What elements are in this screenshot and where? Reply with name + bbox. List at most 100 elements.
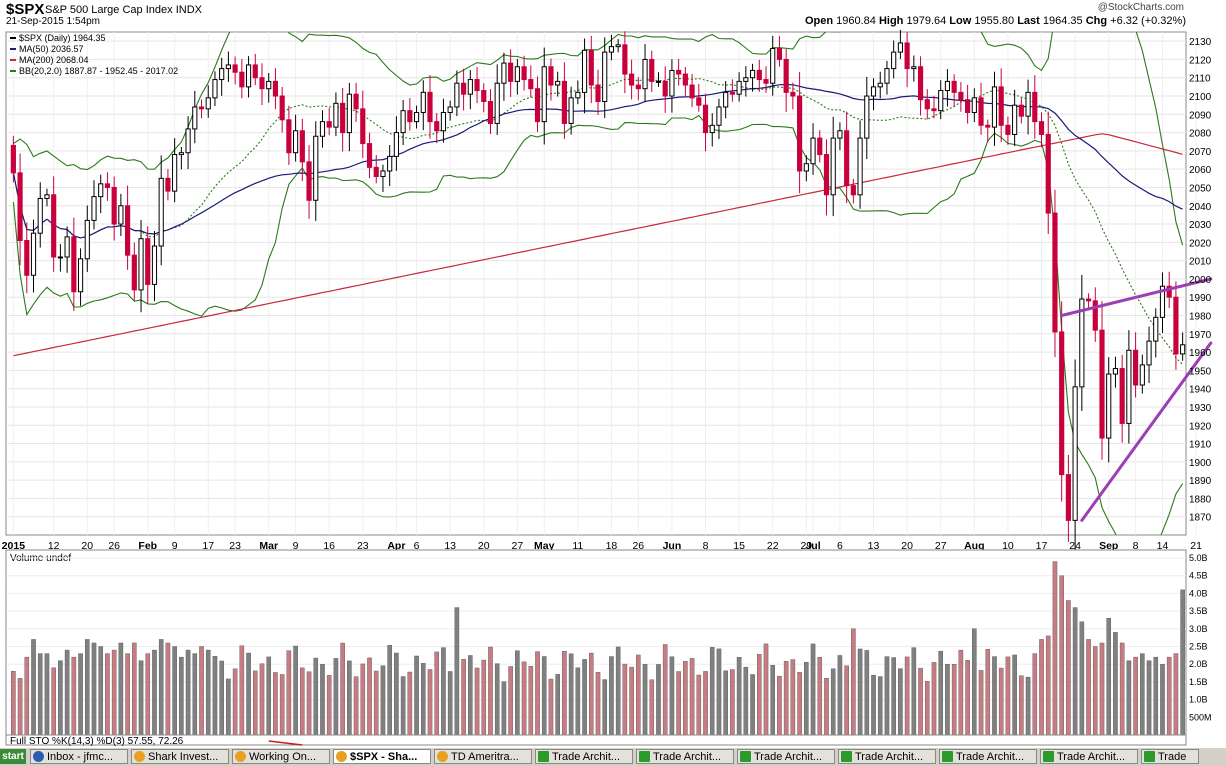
volume-bar xyxy=(1066,600,1071,736)
candle-body xyxy=(931,108,937,112)
candle-body xyxy=(1173,296,1179,355)
candle-body xyxy=(158,177,164,247)
candle-body xyxy=(595,84,601,103)
candle-body xyxy=(783,58,789,93)
window-icon xyxy=(336,751,347,762)
volume-bar xyxy=(1160,664,1165,736)
candle-body xyxy=(407,110,413,123)
volume-bar xyxy=(468,655,473,736)
candle-body xyxy=(1146,340,1152,366)
candle-body xyxy=(84,219,90,260)
volume-bar xyxy=(11,671,16,736)
price-tick-label: 1960 xyxy=(1189,348,1212,359)
candle-body xyxy=(44,194,50,199)
trendlines xyxy=(1060,277,1213,522)
candle-body xyxy=(37,197,43,234)
stochastic-panel: Full STO %K(14,3) %D(3) 57.55, 72.26 xyxy=(5,734,1187,747)
volume-bar xyxy=(313,657,319,736)
volume-bar xyxy=(266,656,272,736)
taskbar-item[interactable]: Trade Archit... xyxy=(1040,749,1138,764)
taskbar-item-label: Inbox - jfmc... xyxy=(47,751,114,763)
volume-bar xyxy=(1126,660,1132,736)
candle-body xyxy=(830,137,836,196)
window-icon xyxy=(1043,751,1054,762)
volume-bar xyxy=(58,660,63,736)
volume-tick-label: 4.0B xyxy=(1189,588,1208,598)
candle-body xyxy=(1085,298,1092,302)
candle-body xyxy=(534,88,541,123)
candle-body xyxy=(293,130,299,154)
price-tick-label: 2020 xyxy=(1189,238,1212,249)
watermark: @StockCharts.com xyxy=(1097,2,1184,13)
volume-bar xyxy=(414,655,419,736)
volume-bar xyxy=(924,681,930,736)
volume-bar xyxy=(1086,639,1091,736)
candle-body xyxy=(649,58,655,82)
taskbar-item[interactable]: Trade Archit... xyxy=(535,749,633,764)
candle-body xyxy=(635,84,641,90)
volume-bar xyxy=(696,674,702,736)
date-tick-label: 22 xyxy=(767,540,779,552)
window-icon xyxy=(841,751,852,762)
taskbar-item[interactable]: Trade Archit... xyxy=(838,749,936,764)
candle-body xyxy=(776,47,783,60)
date-tick-label: 20 xyxy=(901,540,913,552)
candle-body xyxy=(10,144,16,174)
candle-body xyxy=(198,106,205,110)
candle-body xyxy=(178,152,184,156)
candle-body xyxy=(508,62,514,82)
volume-bar xyxy=(797,672,802,736)
candle-body xyxy=(373,166,379,177)
volume-bar xyxy=(84,639,90,736)
chg-label: Chg xyxy=(1085,15,1108,27)
volume-bar xyxy=(1146,660,1152,736)
candle-body xyxy=(272,80,279,97)
sto-frame xyxy=(5,734,1187,746)
taskbar-item[interactable]: Trade Archit... xyxy=(939,749,1037,764)
taskbar-item[interactable]: TD Ameritra... xyxy=(434,749,532,764)
volume-bar xyxy=(1032,653,1038,736)
taskbar-item[interactable]: Trade Archit... xyxy=(636,749,734,764)
taskbar-item[interactable]: Inbox - jfmc... xyxy=(30,749,128,764)
taskbar-item[interactable]: Trade xyxy=(1141,749,1199,764)
ohlc-readout: Open 1960.84 High 1979.64 Low 1955.80 La… xyxy=(805,15,1186,27)
candle-body xyxy=(689,84,695,99)
candle-body xyxy=(965,99,971,113)
symbol: $SPX xyxy=(6,1,45,18)
taskbar-item[interactable]: Working On... xyxy=(232,749,330,764)
candle-body xyxy=(904,42,910,70)
taskbar-item[interactable]: $SPX - Sha... xyxy=(333,749,431,764)
volume-bar xyxy=(656,664,661,736)
candle-body xyxy=(1153,316,1159,342)
volume-bar xyxy=(360,663,366,736)
volume-tick-label: 500M xyxy=(1189,712,1212,722)
candle-body xyxy=(1126,349,1132,424)
candle-body xyxy=(541,66,547,123)
volume-bar xyxy=(474,667,480,736)
date-tick-label: Aug xyxy=(964,540,984,552)
candle-body xyxy=(1133,349,1139,386)
candle-body xyxy=(642,58,648,90)
bb-upper xyxy=(13,32,1184,246)
candle-body xyxy=(111,186,117,225)
volume-bar xyxy=(810,643,816,736)
candle-body xyxy=(481,90,487,103)
volume-bar xyxy=(44,653,50,736)
taskbar-item[interactable]: Trade Archit... xyxy=(737,749,835,764)
volume-bar xyxy=(1153,656,1159,736)
volume-bar xyxy=(763,643,769,736)
start-button[interactable]: start xyxy=(0,749,26,764)
volume-tick-label: 3.5B xyxy=(1189,606,1208,616)
date-tick-label: 18 xyxy=(606,540,618,552)
date-axis: 2015 12 20 26 Feb 9 17 23 Mar 9 16 23 Apr 6 13 20 27 May 1… xyxy=(2,540,1202,552)
taskbar-item[interactable]: Shark Invest... xyxy=(131,749,229,764)
window-icon xyxy=(33,751,44,762)
candle-body xyxy=(817,137,823,156)
open-value: 1960.84 xyxy=(836,15,876,27)
candle-body xyxy=(151,245,158,285)
volume-bar xyxy=(427,669,433,736)
price-tick-label: 2070 xyxy=(1189,147,1212,158)
candle-body xyxy=(991,86,998,128)
volume-bar xyxy=(1045,635,1051,736)
volume-bar xyxy=(1166,656,1172,736)
